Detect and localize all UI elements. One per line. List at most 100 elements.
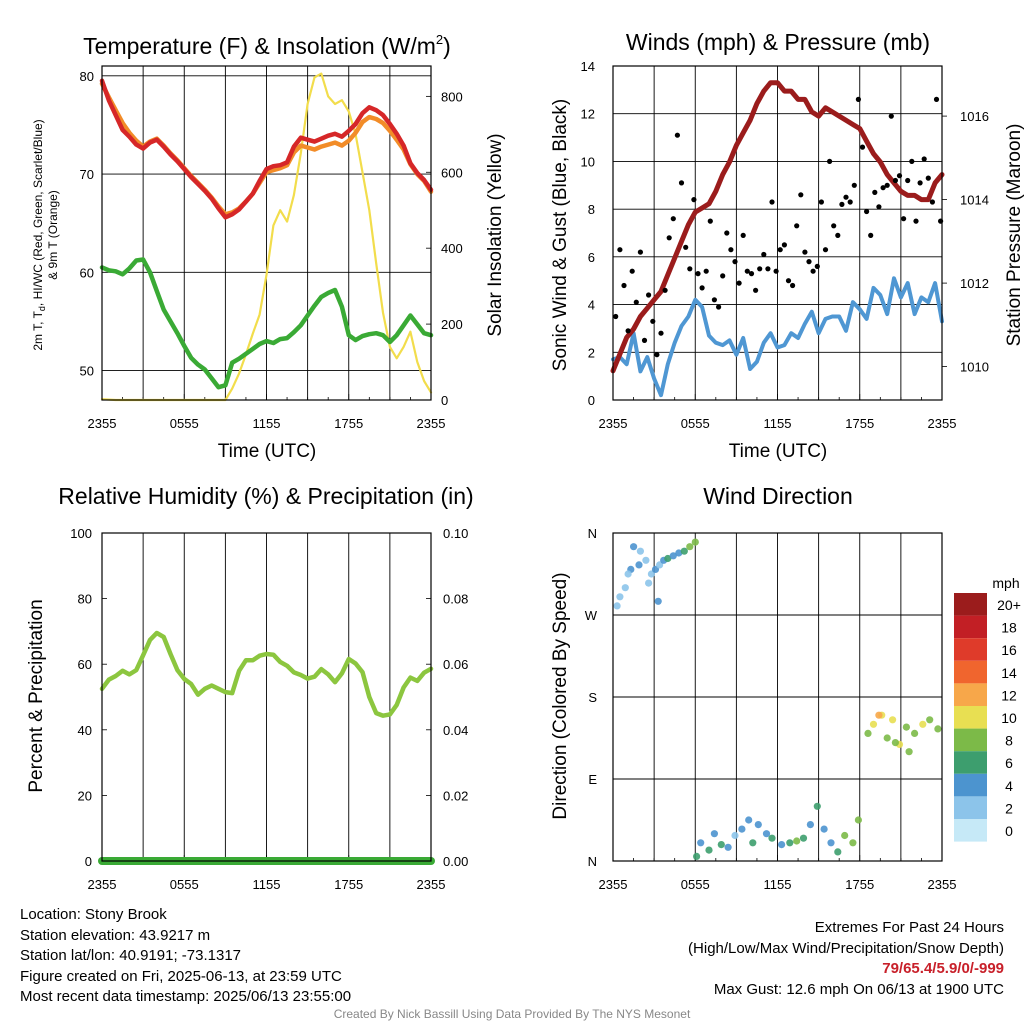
direction-point	[905, 748, 913, 756]
wind-xtick-label: 0555	[681, 416, 710, 431]
legend-label: 20+	[997, 597, 1021, 613]
dir-xtick-label: 2355	[928, 877, 957, 892]
legend-label: 12	[1001, 687, 1017, 703]
dir-ytick-left: N	[588, 526, 597, 541]
gust-point	[753, 287, 759, 293]
gust-point	[929, 199, 936, 205]
latlon-text: Station lat/lon: 40.9191; -73.1317	[20, 947, 242, 964]
temp-ytick-left: 70	[80, 167, 94, 182]
direction-point	[642, 556, 650, 564]
legend-swatch	[954, 751, 987, 774]
legend-swatch	[954, 819, 987, 842]
temp-ylabel-left: 2m T, Td, HI/WC (Red, Green, Scarlet/Blu…	[31, 119, 47, 350]
direction-point	[738, 825, 746, 833]
rh-ytick-left: 20	[78, 788, 92, 803]
gust-point	[798, 192, 804, 198]
direction-point	[911, 729, 919, 738]
wind-ytick-left: 12	[581, 107, 595, 122]
direction-point	[854, 816, 863, 824]
legend-label: 14	[1001, 665, 1017, 681]
rh-panel: Relative Humidity (%) & Precipitation (i…	[26, 483, 474, 892]
wind-ytick-left: 0	[588, 393, 595, 408]
gust-point	[757, 266, 763, 272]
wind-frame	[612, 65, 943, 401]
direction-point	[806, 821, 815, 829]
gust-point	[872, 189, 878, 195]
gust-point	[662, 287, 668, 293]
direction-point	[926, 716, 934, 724]
direction-point	[654, 597, 662, 605]
direction-point	[834, 848, 842, 856]
legend-swatch	[954, 728, 987, 752]
temp-xtick-label: 1155	[253, 416, 281, 431]
temp-ytick-left: 80	[80, 69, 94, 84]
gust-point	[896, 173, 903, 179]
gust-point	[740, 232, 746, 238]
rh-green-line	[99, 630, 434, 718]
temp-ytick-right: 600	[441, 165, 463, 180]
gust-point	[839, 201, 845, 207]
gust-point	[901, 216, 907, 222]
gust-point	[785, 278, 792, 284]
rh-xtick-label: 0555	[170, 877, 199, 892]
gust-point	[909, 158, 915, 164]
wind-ytick-left: 4	[588, 298, 595, 313]
rh-ytick-left: 80	[78, 592, 92, 607]
gust-point	[794, 223, 800, 229]
direction-point	[749, 839, 757, 847]
gust-point	[847, 199, 853, 205]
direction-point	[635, 561, 643, 569]
gust-point	[711, 297, 718, 303]
gust-point	[633, 299, 639, 305]
direction-point	[724, 843, 732, 851]
wind-title: Winds (mph) & Pressure (mb)	[626, 29, 930, 55]
gust-point	[781, 242, 788, 248]
wind-ylabel-right: Station Pressure (Maroon)	[1004, 124, 1024, 347]
dir-title: Wind Direction	[703, 483, 853, 509]
direction-point	[621, 584, 629, 592]
gust-point	[625, 328, 631, 334]
credit-text: Created By Nick Bassill Using Data Provi…	[333, 1007, 691, 1021]
temp-xtick-label: 1755	[334, 416, 363, 431]
temp-xlabel: Time (UTC)	[218, 441, 317, 462]
gust-point	[917, 180, 923, 186]
temp-ytick-right: 0	[441, 393, 448, 408]
wind-ytick-right: 1012	[960, 276, 989, 291]
gust-point	[822, 247, 829, 253]
temp-xtick-label: 2355	[88, 416, 117, 431]
direction-point	[841, 831, 849, 840]
wind-xtick-label: 1155	[764, 416, 792, 431]
gust-point	[827, 158, 833, 164]
direction-point	[645, 579, 653, 587]
gust-point	[650, 318, 656, 324]
legend-label: 10	[1001, 710, 1017, 726]
max-gust-text: Max Gust: 12.6 mph On 06/13 at 1900 UTC	[713, 980, 1004, 998]
gust-point	[843, 194, 849, 200]
rh-ytick-right: 0.06	[443, 657, 468, 672]
temp-green-line	[99, 257, 434, 390]
dir-ylabel-left: Direction (Colored By Speed)	[550, 572, 571, 819]
direction-point	[680, 547, 688, 555]
dir-ytick-left: W	[585, 608, 598, 623]
direction-point	[891, 739, 900, 747]
legend-swatch	[954, 660, 987, 684]
legend-swatch	[954, 638, 987, 661]
temp-ytick-right: 200	[441, 317, 463, 332]
direction-point	[664, 554, 672, 563]
gust-point	[769, 199, 775, 205]
direction-point	[786, 839, 794, 847]
temp-panel: Temperature (F) & Insolation (W/m2) 50 60…	[31, 32, 506, 462]
gust-point	[892, 177, 899, 184]
dir-xtick-label: 1155	[764, 877, 792, 892]
rh-xtick-label: 2355	[88, 877, 117, 892]
gust-point	[744, 268, 750, 274]
legend-swatch	[954, 706, 987, 729]
gust-point	[888, 113, 894, 119]
legend-label: 8	[1005, 733, 1013, 749]
dir-xtick-label: 0555	[681, 877, 710, 892]
gust-point	[818, 199, 825, 205]
gust-point	[720, 273, 726, 279]
